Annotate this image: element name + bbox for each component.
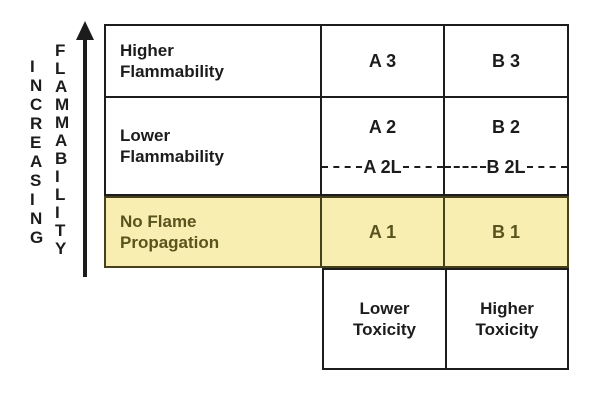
up-arrow-shaft <box>83 38 87 277</box>
row-label-line: Propagation <box>120 233 220 252</box>
dash-segment <box>526 166 568 168</box>
axis-label-increasing: INCREASING <box>30 57 44 247</box>
no-flame-propagation-row: No Flame Propagation A 1 B 1 <box>104 196 569 268</box>
column-label-line: Higher <box>480 299 534 318</box>
cell-a2: A 2 A 2L <box>322 98 445 194</box>
dash-segment <box>445 166 486 168</box>
column-label-line: Toxicity <box>353 320 416 339</box>
cell-a3-label: A 3 <box>368 50 397 71</box>
column-label-line: Lower <box>359 299 410 318</box>
row-label-line: Lower <box>120 126 171 145</box>
cell-a2l-dashed-line: A 2L <box>322 157 443 177</box>
cell-b2l-label: B 2L <box>486 157 526 177</box>
cell-a3: A 3 <box>322 26 445 98</box>
cell-a2-label: A 2 <box>368 117 397 137</box>
cell-b3: B 3 <box>445 26 567 98</box>
row-label-line: Flammability <box>120 62 224 81</box>
up-arrow-icon <box>76 21 94 40</box>
row-label-line: Higher <box>120 41 174 60</box>
dash-segment <box>402 166 443 168</box>
cell-b1-label: B 1 <box>491 221 520 242</box>
cell-b3-label: B 3 <box>491 50 520 71</box>
row-label-lower-flammability: Lower Flammability <box>106 98 322 194</box>
toxicity-footer: Lower Toxicity Higher Toxicity <box>322 268 569 370</box>
cell-a1-label: A 1 <box>368 221 397 242</box>
row-label-line: Flammability <box>120 147 224 166</box>
cell-b2: B 2 B 2L <box>445 98 568 194</box>
row-label-line: No Flame <box>120 212 197 231</box>
row-label-higher-flammability: Higher Flammability <box>106 26 322 98</box>
column-label-higher-toxicity: Higher Toxicity <box>447 270 567 368</box>
cell-a1: A 1 <box>322 198 445 266</box>
cell-b1: B 1 <box>445 198 567 266</box>
dash-segment <box>322 166 363 168</box>
column-label-line: Toxicity <box>475 320 539 339</box>
cell-a2l-label: A 2L <box>363 157 402 177</box>
cell-b2l-dashed-line: B 2L <box>445 157 568 177</box>
cell-b2-label: B 2 <box>491 117 520 137</box>
axis-label-flammability: FLAMMABILITY <box>55 41 70 258</box>
row-label-no-flame-propagation: No Flame Propagation <box>106 198 322 266</box>
classification-table: Higher Flammability A 3 B 3 Lower Flamma… <box>104 24 569 196</box>
column-label-lower-toxicity: Lower Toxicity <box>324 270 447 368</box>
